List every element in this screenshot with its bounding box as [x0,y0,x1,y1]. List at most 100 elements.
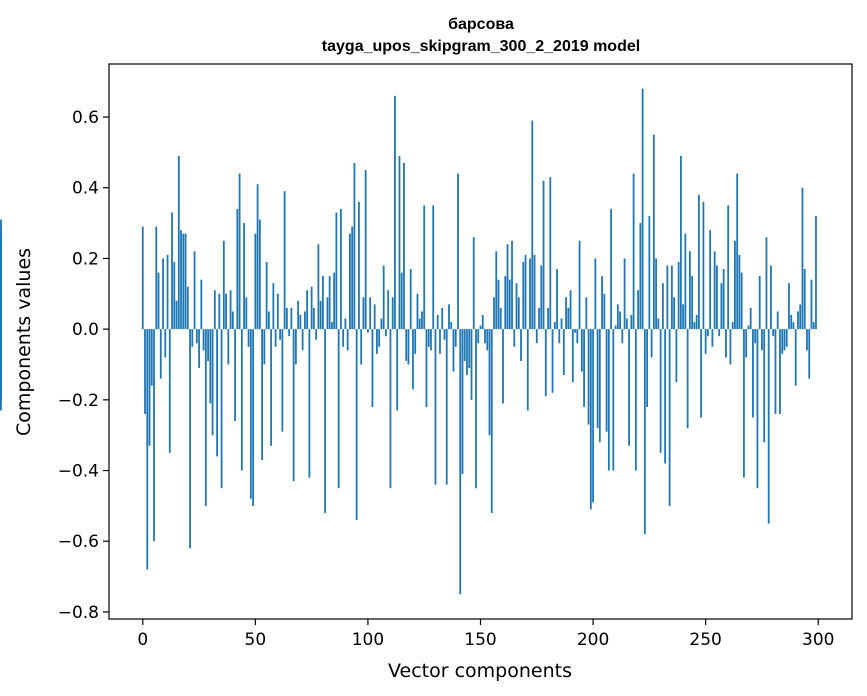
bar [738,254,741,330]
bar [504,276,507,330]
bar [396,329,399,411]
bar [337,329,340,489]
bar [797,311,799,330]
x-tick-label: 150 [464,630,496,650]
bar [529,258,531,330]
bar [155,226,158,330]
bar [688,251,691,330]
bar [571,329,574,383]
bar [288,329,291,337]
bar [655,258,658,330]
bar [565,297,567,330]
bar [652,134,655,330]
bar [718,329,721,337]
bar [508,279,511,330]
bar [391,297,394,330]
bar [580,329,583,372]
y-tick-label: −0.4 [58,462,99,482]
bar [583,329,585,407]
bar [553,322,556,330]
bar [216,329,218,457]
bar [745,329,748,358]
bar [603,293,606,330]
bar [358,201,360,330]
bar [445,329,448,485]
bar [389,329,392,489]
bar [141,226,144,330]
bar [752,329,754,418]
bar [213,290,216,330]
bar [589,329,592,510]
bar [171,212,173,330]
bar [634,329,637,471]
bar [180,230,182,330]
bar [605,329,608,432]
bar [490,329,493,513]
bar [535,329,538,344]
bar [252,329,254,506]
bar [162,258,164,330]
bar [815,216,817,330]
bar [200,279,203,330]
bar [290,307,293,330]
bar [562,329,565,376]
bar [770,265,772,330]
bar [380,318,383,330]
bar [340,208,342,330]
bar [499,307,502,330]
bar [256,184,259,330]
bar [488,329,491,436]
bar [779,329,781,414]
bar [430,329,432,351]
bar [281,329,284,432]
bar [486,329,489,351]
bar [761,329,763,351]
bar [794,329,797,386]
bar [387,290,390,330]
bar [412,329,414,390]
x-axis-label: Vector components [388,660,572,682]
bar [700,329,703,418]
bar [657,318,660,330]
bar [677,261,680,330]
y-tick-label: 0.2 [72,249,99,269]
bar [493,297,495,330]
bar [470,329,473,400]
bar [344,318,347,330]
bar [193,251,196,330]
bar [648,216,651,330]
bar [254,233,257,330]
bar [283,191,286,330]
bar [792,322,795,330]
bar [164,329,167,358]
bar [265,261,268,330]
bar [691,276,694,330]
bar [409,269,412,330]
bar [695,314,698,330]
y-tick-label: 0.4 [72,179,99,199]
bar [222,240,225,330]
bar [673,297,676,330]
bar [405,329,408,361]
bar [376,329,378,354]
x-tick-label: 50 [245,630,267,650]
bar [349,233,351,330]
bar [538,307,540,330]
bar [310,286,313,330]
bar [616,304,619,330]
bar [360,329,363,365]
bar [551,329,554,393]
bar [439,329,441,354]
bar [346,329,349,351]
bar [684,233,687,330]
y-axis: −0.8 −0.6 −0.4 −0.2 0.0 0.2 0.4 0.6 [58,108,109,623]
bar [432,205,435,330]
bar [186,286,189,330]
bar [585,297,588,330]
bar [364,170,367,330]
bar [427,329,430,347]
bar [328,276,331,330]
bar [166,254,169,330]
bar [394,95,396,330]
bar [245,297,248,330]
